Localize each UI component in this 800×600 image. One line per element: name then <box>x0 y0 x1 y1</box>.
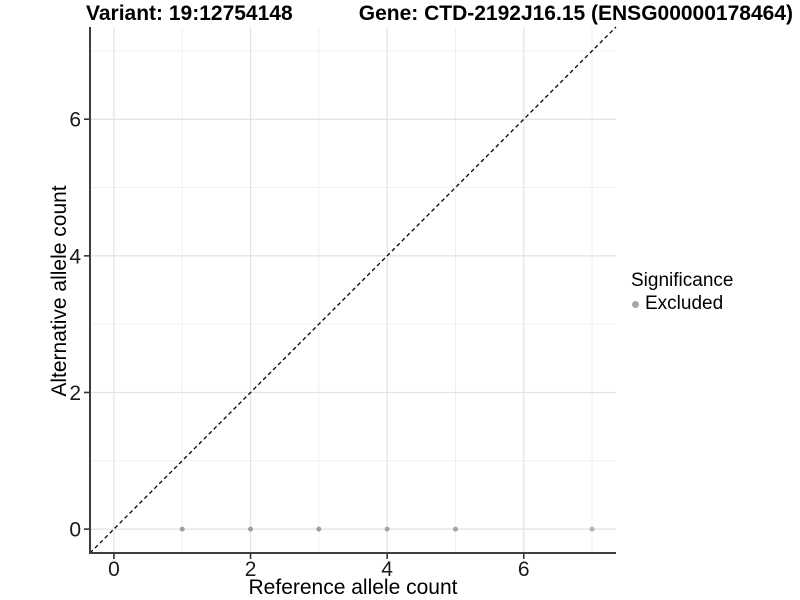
identity-dashed-line <box>89 26 617 554</box>
legend-title: Significance <box>631 270 734 291</box>
data-point <box>589 526 595 532</box>
legend-item-label: Excluded <box>645 293 724 314</box>
variant-title: Variant: 19:12754148 <box>86 2 293 25</box>
y-tick-label: 2 <box>69 382 81 405</box>
data-point <box>316 526 322 532</box>
x-axis-label: Reference allele count <box>248 576 458 599</box>
y-axis-label: Alternative allele count <box>48 185 71 397</box>
data-point <box>384 526 390 532</box>
data-point <box>179 526 185 532</box>
y-tick-label: 6 <box>69 109 81 132</box>
gene-title: Gene: CTD-2192J16.15 (ENSG00000178464) <box>358 2 793 25</box>
excluded-point-icon <box>632 300 639 308</box>
x-tick-label: 2 <box>245 558 257 581</box>
x-tick-label: 0 <box>108 558 120 581</box>
data-point <box>248 526 254 532</box>
x-tick-label: 4 <box>381 558 393 581</box>
x-tick-label: 6 <box>518 558 530 581</box>
data-point <box>452 526 458 532</box>
y-tick-label: 4 <box>69 245 81 268</box>
legend-item-excluded: Excluded <box>631 293 733 315</box>
y-tick-label: 0 <box>69 519 81 542</box>
legend: Significance Excluded <box>631 270 733 315</box>
